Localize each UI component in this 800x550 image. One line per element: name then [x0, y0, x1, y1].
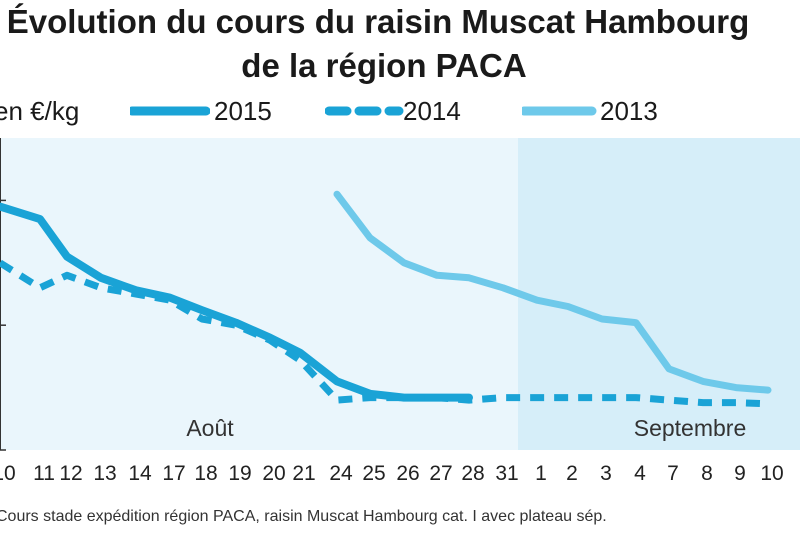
x-tick-label: 10 — [760, 462, 783, 485]
x-tick-label: 13 — [93, 462, 116, 485]
chart-title-line-2: de la région PACA — [241, 47, 527, 84]
x-tick-label: 27 — [429, 462, 452, 485]
x-tick-label: 17 — [162, 462, 185, 485]
y-axis-unit-label: en €/kg — [0, 96, 80, 126]
x-tick-label: 11 — [33, 462, 55, 485]
legend-label-2015: 2015 — [214, 96, 272, 126]
x-tick-label: 4 — [634, 462, 646, 485]
legend-item-2013: 2013 — [522, 94, 682, 128]
legend-item-2015: 2015 — [130, 94, 290, 128]
x-tick-label: 25 — [362, 462, 385, 485]
series-line-2014 — [0, 259, 769, 408]
x-tick-label: 28 — [461, 462, 484, 485]
legend-swatch-2014 — [325, 106, 404, 116]
legend-label-2013: 2013 — [600, 96, 658, 126]
x-tick-label: 14 — [128, 462, 152, 485]
chart-title-line-1: Évolution du cours du raisin Muscat Hamb… — [6, 3, 750, 40]
x-tick-label: 8 — [701, 462, 713, 485]
legend-item-2014: 2014 — [325, 94, 485, 128]
x-tick-label: 9 — [734, 462, 746, 485]
plot-area-aout — [0, 138, 518, 450]
x-tick-label: 24 — [329, 462, 353, 485]
x-tick-label: 12 — [59, 462, 82, 485]
legend-swatch-2013 — [522, 106, 597, 116]
footnote: Cours stade expédition région PACA, rais… — [0, 508, 607, 525]
x-tick-label: 1 — [535, 462, 547, 485]
x-tick-label: 10 — [0, 462, 16, 485]
x-tick-label: 7 — [667, 462, 679, 485]
x-tick-label: 20 — [262, 462, 285, 485]
x-tick-label: 18 — [194, 462, 217, 485]
month-label-septembre: Septembre — [634, 415, 747, 441]
x-tick-label: 3 — [600, 462, 612, 485]
month-label-aout: Août — [186, 415, 234, 441]
x-tick-label: 31 — [495, 462, 518, 485]
legend-swatch-2015 — [130, 106, 210, 116]
x-tick-label: 26 — [396, 462, 419, 485]
x-tick-label: 2 — [566, 462, 578, 485]
series-line-2013 — [333, 190, 772, 394]
x-tick-label: 21 — [292, 462, 315, 485]
x-tick-label: 19 — [228, 462, 251, 485]
line-chart: AoûtSeptembre101112131417181920212425262… — [0, 138, 800, 485]
legend-label-2014: 2014 — [403, 96, 461, 126]
